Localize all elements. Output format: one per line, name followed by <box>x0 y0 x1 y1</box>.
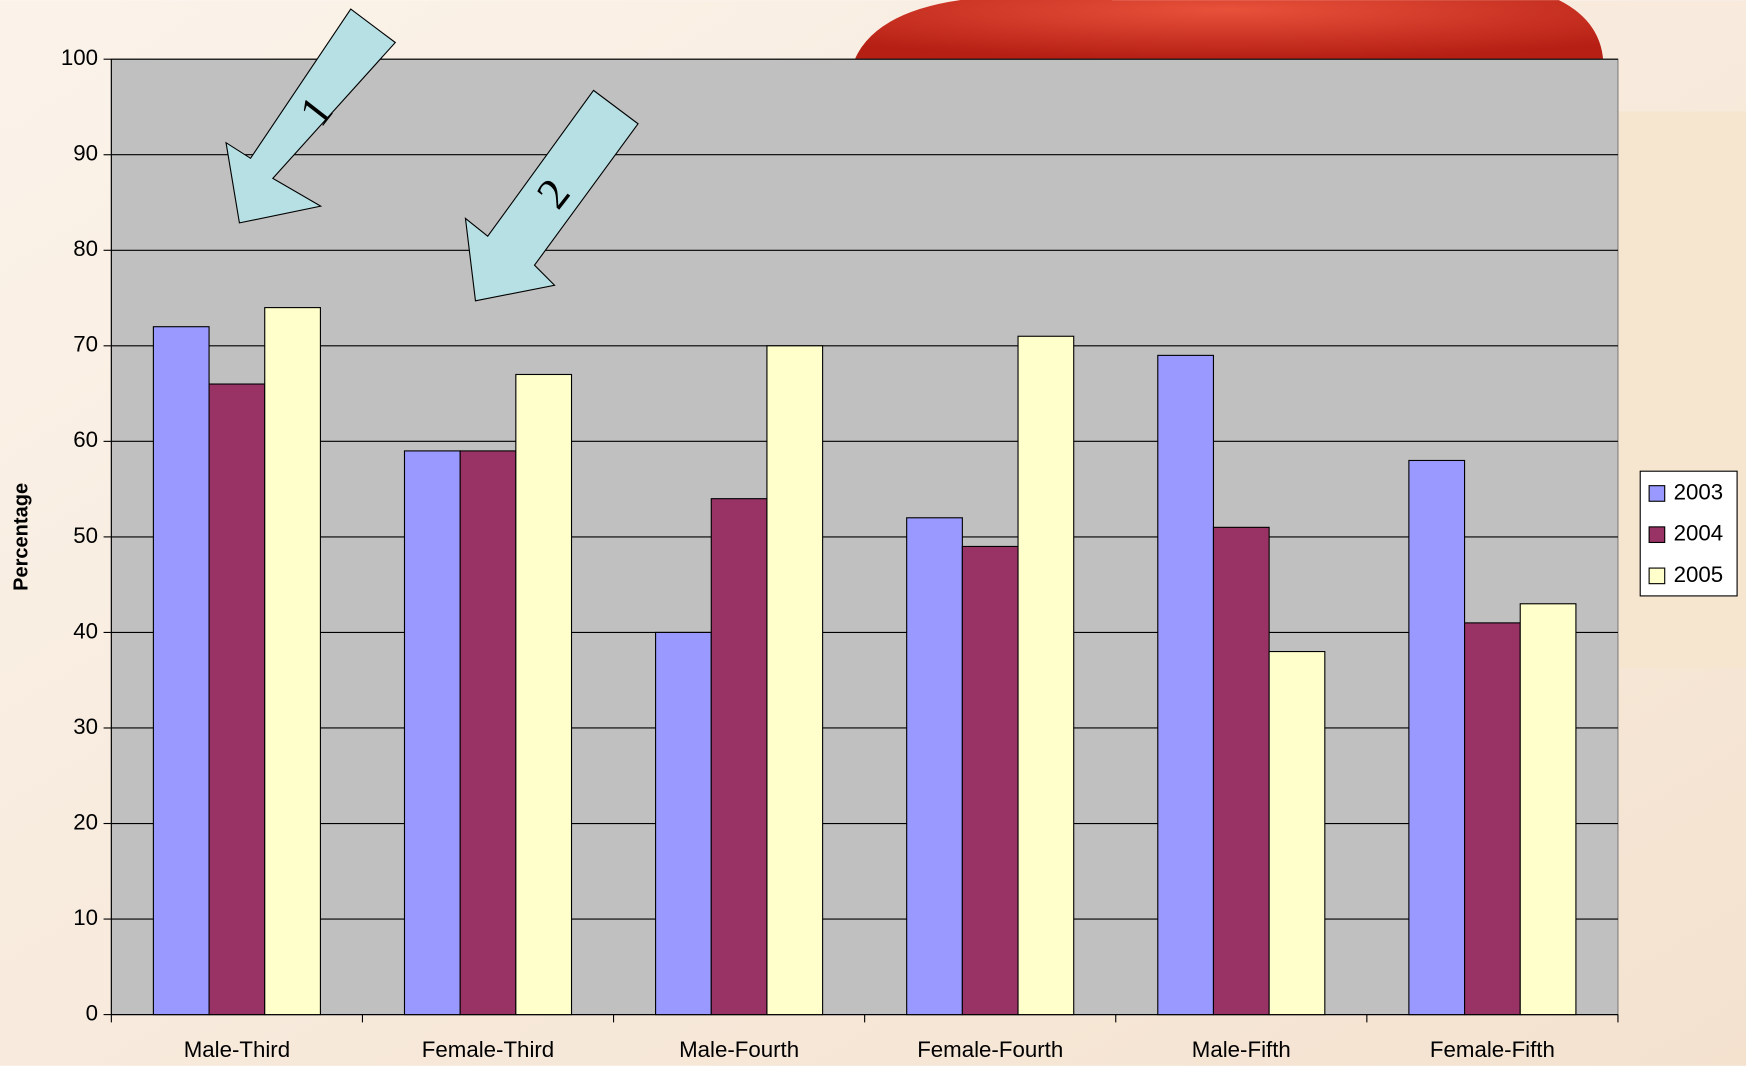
arrow <box>464 89 639 302</box>
bar <box>1408 459 1466 1016</box>
bar <box>1212 526 1270 1016</box>
legend-label: 2003 <box>1674 479 1724 504</box>
y-tick-label: 60 <box>73 427 98 452</box>
x-tick-label: Female-Fifth <box>1430 1037 1555 1062</box>
x-tick-label: Male-Fifth <box>1192 1037 1291 1062</box>
bar <box>1519 603 1577 1016</box>
legend-swatch <box>1648 526 1666 544</box>
y-tick-label: 70 <box>73 332 98 357</box>
x-tick-label: Male-Third <box>184 1037 290 1062</box>
x-tick-label: Male-Fourth <box>679 1037 799 1062</box>
x-tick-label: Female-Fourth <box>917 1037 1063 1062</box>
bar <box>515 373 573 1016</box>
y-tick-label: 30 <box>73 714 98 739</box>
bar <box>208 383 266 1016</box>
bar <box>1268 650 1326 1016</box>
y-tick-label: 20 <box>73 809 98 834</box>
apple-image <box>851 0 1604 67</box>
bar <box>264 307 321 1016</box>
y-tick-label: 10 <box>73 905 98 930</box>
bar <box>710 498 768 1016</box>
arrow <box>225 8 397 224</box>
legend-swatch <box>1648 567 1666 585</box>
bar <box>403 450 461 1016</box>
bar <box>766 345 824 1016</box>
y-tick-label: 80 <box>73 236 98 261</box>
bar <box>655 631 712 1016</box>
y-tick-label: 100 <box>61 45 98 70</box>
y-tick-label: 90 <box>73 141 98 166</box>
legend-swatch <box>1648 485 1666 502</box>
y-axis-label: Percentage <box>11 483 33 591</box>
bar <box>1464 622 1521 1016</box>
legend-label: 2005 <box>1674 562 1724 587</box>
bar <box>1157 354 1215 1016</box>
y-tick-label: 40 <box>73 618 98 643</box>
x-tick-label: Female-Third <box>422 1037 554 1062</box>
bar <box>1017 335 1075 1016</box>
y-tick-label: 0 <box>86 1000 98 1025</box>
bar <box>459 450 517 1016</box>
bar <box>961 545 1019 1016</box>
legend-label: 2004 <box>1674 521 1724 546</box>
bar <box>152 326 210 1016</box>
y-tick-label: 50 <box>73 523 98 548</box>
bar <box>906 517 963 1016</box>
plot: 0 10 20 30 40 50 60 70 80 90 100 Male-Third Female-T… <box>61 45 1738 1062</box>
